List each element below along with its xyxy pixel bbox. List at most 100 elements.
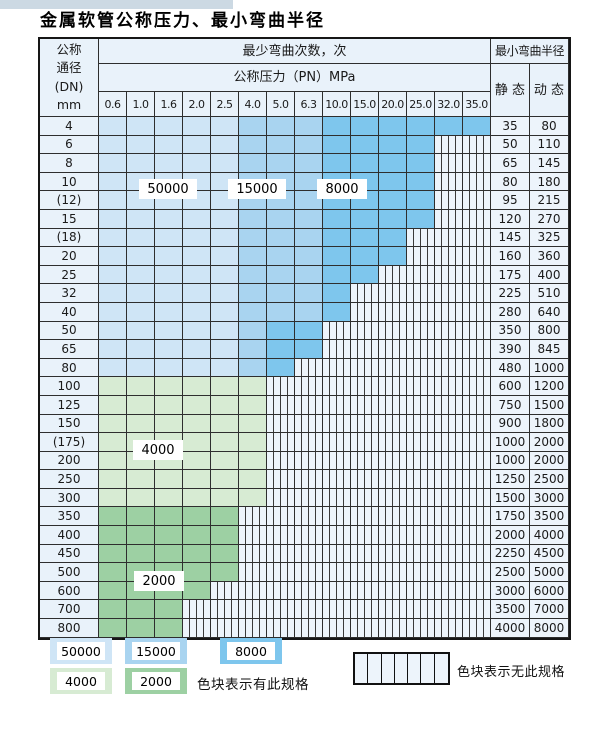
static-radius-cell: 3500: [491, 600, 530, 620]
spec-cell: [155, 377, 183, 396]
legend-swatch-label: 4000: [57, 672, 105, 690]
no-spec-cell: [435, 228, 463, 248]
spec-cell: [127, 228, 155, 248]
spec-cell: [183, 340, 211, 359]
no-spec-cell: [407, 302, 435, 322]
no-spec-cell: [239, 619, 267, 638]
spec-cell: [183, 228, 211, 248]
spec-cell: [295, 265, 323, 285]
spec-cell: [127, 284, 155, 303]
no-spec-cell: [323, 321, 351, 341]
spec-cell: [99, 172, 127, 192]
spec-cell: [99, 488, 127, 508]
spec-cell: [183, 451, 211, 471]
no-spec-cell: [323, 358, 351, 378]
static-radius-cell: 480: [491, 358, 530, 378]
spec-cell: [127, 619, 155, 638]
no-spec-cell: [267, 470, 295, 489]
spec-cell: [155, 488, 183, 508]
static-radius-cell: 2250: [491, 544, 530, 564]
static-radius-cell: 95: [491, 191, 530, 210]
dn-cell: (175): [40, 433, 99, 452]
spec-cell: [99, 507, 127, 527]
spec-cell: [183, 135, 211, 155]
no-spec-cell: [463, 563, 491, 582]
spec-cell: [99, 265, 127, 285]
static-radius-cell: 1000: [491, 451, 530, 471]
no-spec-cell: [379, 563, 407, 582]
spec-cell: [155, 358, 183, 378]
no-spec-cell: [267, 544, 295, 564]
static-radius-cell: 50: [491, 135, 530, 155]
no-spec-cell: [379, 358, 407, 378]
spec-cell: [435, 117, 463, 136]
spec-cell: [211, 358, 239, 378]
no-spec-cell: [351, 340, 379, 359]
no-spec-cell: [295, 358, 323, 378]
no-spec-cell: [407, 563, 435, 582]
dynamic-radius-cell: 270: [530, 209, 569, 229]
spec-cell: [155, 247, 183, 266]
no-spec-cell: [463, 228, 491, 248]
no-spec-cell: [351, 358, 379, 378]
no-spec-cell: [407, 581, 435, 601]
spec-cell: [295, 247, 323, 266]
static-radius-cell: 750: [491, 395, 530, 415]
no-spec-cell: [463, 265, 491, 285]
spec-cell: [267, 265, 295, 285]
no-spec-cell: [379, 544, 407, 564]
static-radius-cell: 4000: [491, 619, 530, 638]
no-spec-cell: [295, 377, 323, 396]
static-radius-cell: 175: [491, 265, 530, 285]
min-bend-radius-header: 最小弯曲半径: [491, 39, 569, 64]
dn-cell: 6: [40, 135, 99, 155]
spec-cell: [211, 544, 239, 564]
spec-cell: [155, 172, 183, 192]
spec-cell: [323, 247, 351, 266]
static-radius-cell: 80: [491, 172, 530, 192]
no-spec-cell: [435, 600, 463, 620]
no-spec-cell: [211, 581, 239, 601]
no-spec-cell: [407, 619, 435, 638]
no-spec-cell: [435, 414, 463, 434]
no-spec-cell: [267, 451, 295, 471]
spec-cell: [239, 358, 267, 378]
no-spec-cell: [267, 600, 295, 620]
static-radius-cell: 225: [491, 284, 530, 303]
spec-cell: [239, 470, 267, 489]
no-spec-cell: [463, 600, 491, 620]
legend-swatch-label: 2000: [132, 672, 180, 690]
spec-cell: [127, 191, 155, 210]
no-spec-cell: [323, 340, 351, 359]
spec-cell: [267, 247, 295, 266]
no-spec-cell: [463, 526, 491, 545]
no-spec-stripe-cell: [368, 654, 382, 683]
spec-cell: [99, 247, 127, 266]
spec-cell: [211, 302, 239, 322]
no-spec-cell: [295, 600, 323, 620]
dynamic-radius-cell: 2000: [530, 433, 569, 452]
no-spec-cell: [435, 507, 463, 527]
static-radius-cell: 1000: [491, 433, 530, 452]
no-spec-cell: [323, 619, 351, 638]
no-spec-cell: [463, 358, 491, 378]
spec-cell: [323, 172, 351, 192]
spec-cell: [99, 433, 127, 452]
no-spec-cell: [435, 395, 463, 415]
no-spec-cell: [295, 619, 323, 638]
no-spec-cell: [407, 284, 435, 303]
dynamic-radius-cell: 1800: [530, 414, 569, 434]
no-spec-cell: [435, 619, 463, 638]
no-spec-cell: [407, 544, 435, 564]
spec-cell: [155, 191, 183, 210]
spec-cell: [239, 433, 267, 452]
no-spec-cell: [435, 526, 463, 545]
no-spec-cell: [463, 619, 491, 638]
spec-cell: [99, 544, 127, 564]
no-spec-cell: [463, 488, 491, 508]
no-spec-cell: [463, 470, 491, 489]
no-spec-cell: [239, 544, 267, 564]
no-spec-cell: [267, 581, 295, 601]
spec-cell: [351, 209, 379, 229]
spec-cell: [99, 600, 127, 620]
